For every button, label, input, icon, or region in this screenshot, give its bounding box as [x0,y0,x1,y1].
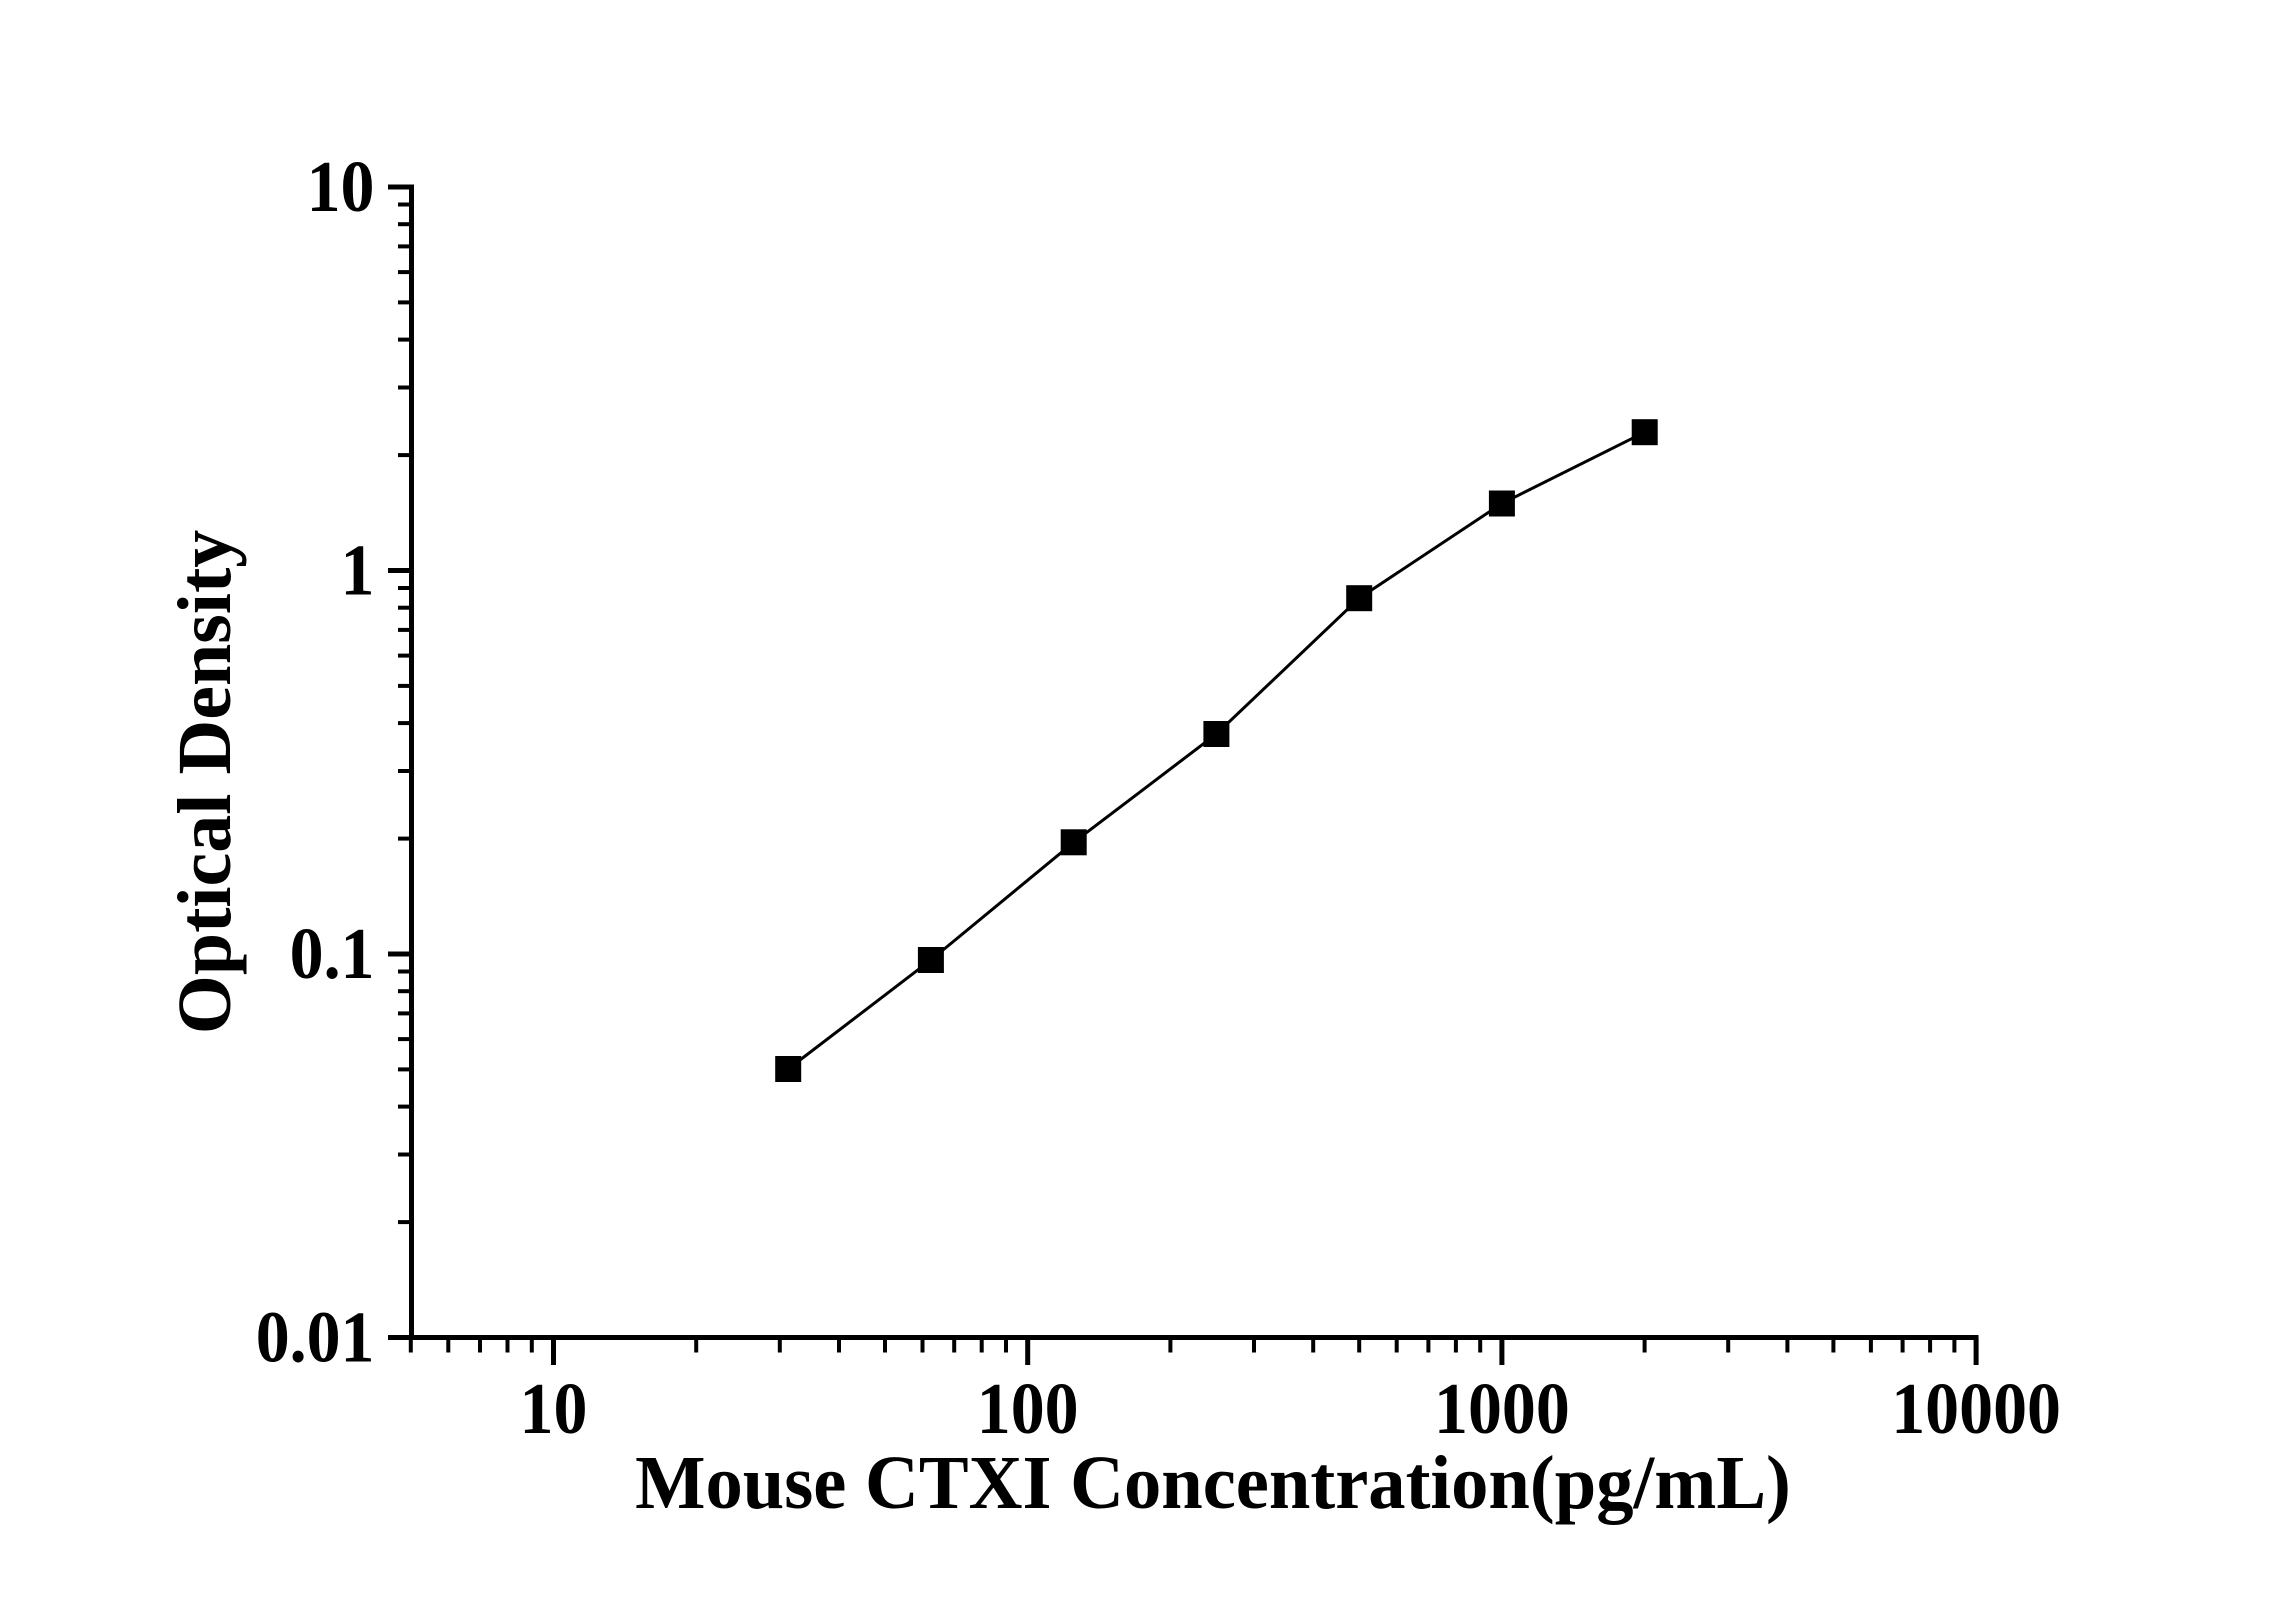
svg-text:1000: 1000 [1434,1369,1570,1450]
svg-text:Optical Density: Optical Density [163,530,247,1035]
svg-text:1: 1 [341,530,375,611]
svg-text:10: 10 [520,1369,588,1450]
svg-text:0.1: 0.1 [290,914,375,995]
svg-text:10: 10 [307,147,375,228]
svg-text:100: 100 [977,1369,1079,1450]
svg-text:10000: 10000 [1891,1369,2061,1450]
svg-text:Mouse CTXI Concentration(pg/mL: Mouse CTXI Concentration(pg/mL) [635,1441,1791,1525]
svg-text:0.01: 0.01 [256,1297,375,1378]
